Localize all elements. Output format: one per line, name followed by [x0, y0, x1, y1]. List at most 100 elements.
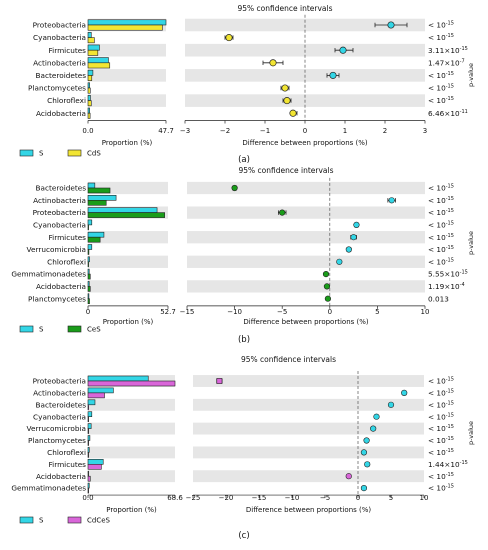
- p-value-base: < 10: [428, 208, 446, 217]
- p-value-text: < 10-15: [428, 389, 454, 398]
- p-value-exponent: -15: [446, 245, 454, 251]
- row-band: [88, 69, 166, 82]
- difference-tick-label: −20: [219, 494, 234, 502]
- difference-point: [387, 401, 395, 408]
- proportion-tick-label: 0.0: [82, 494, 93, 502]
- difference-point: [269, 59, 277, 67]
- p-value-exponent: -15: [446, 233, 454, 239]
- bar-S: [87, 423, 92, 429]
- difference-tick-label: −15: [180, 308, 195, 316]
- p-value-text: 5.55×10-15: [428, 270, 468, 279]
- difference-point: [289, 109, 297, 117]
- bar-S: [87, 387, 114, 394]
- p-value-base: 1.47×10: [428, 58, 460, 67]
- bar-CeS: [87, 187, 111, 194]
- difference-point: [401, 389, 408, 397]
- category-label: Planctomycetes: [28, 436, 86, 445]
- bar-CdS: [87, 100, 92, 107]
- p-value-text: < 10-15: [428, 448, 454, 457]
- bar-S: [87, 470, 89, 477]
- difference-point: [370, 425, 377, 432]
- difference-point: [279, 209, 286, 216]
- legend-swatch: [67, 149, 82, 157]
- proportion-tick-label: 52.7: [160, 308, 176, 316]
- category-label: Actinobacteria: [33, 389, 86, 398]
- p-value-text: < 10-15: [428, 245, 454, 254]
- bar-S: [87, 32, 92, 38]
- bar-S: [87, 482, 90, 489]
- category-label: Firmicutes: [49, 233, 87, 242]
- difference-point: [387, 21, 395, 29]
- difference-tick-label: 2: [383, 127, 387, 135]
- p-value-exponent: -15: [446, 436, 454, 442]
- panel-1: 95% confidence intervals Proteobacteria Cy…: [19, 4, 475, 165]
- bar-S: [87, 281, 90, 287]
- bar-CdS: [87, 87, 91, 94]
- category-label: Gemmatimonadetes: [11, 484, 86, 493]
- p-value-base: < 10: [428, 96, 446, 105]
- bar-CdS: [87, 24, 163, 31]
- p-value-exponent: -7: [460, 58, 465, 64]
- bar-CdCeS: [87, 463, 102, 470]
- difference-tick-label: −3: [180, 127, 190, 135]
- p-value-exponent: -15: [460, 270, 468, 276]
- p-value-base: < 10: [428, 84, 446, 93]
- row-band: [187, 231, 425, 244]
- proportion-tick-label: 68.6: [167, 494, 183, 502]
- p-value-exponent: -15: [446, 21, 454, 27]
- difference-point: [388, 197, 395, 204]
- p-value-text: < 10-15: [428, 196, 454, 205]
- difference-tick-label: −1: [260, 127, 270, 135]
- difference-axis-label: Difference between proportions (%): [246, 506, 372, 514]
- difference-point: [322, 271, 330, 278]
- row-band: [187, 181, 425, 195]
- p-value-text: < 10-15: [428, 184, 454, 193]
- p-value-text: < 10-15: [428, 400, 454, 409]
- difference-point: [283, 97, 291, 105]
- p-value-base: < 10: [428, 196, 446, 205]
- difference-point: [350, 234, 357, 241]
- p-value-base: < 10: [428, 400, 446, 409]
- p-value-exponent: -15: [446, 208, 454, 214]
- row-band: [193, 470, 424, 483]
- bar-S: [87, 375, 149, 382]
- category-label: Acidobacteria: [36, 109, 86, 118]
- row-band: [187, 280, 425, 293]
- p-value-exponent: -11: [460, 109, 468, 115]
- panel-label: (a): [238, 155, 250, 165]
- difference-point: [336, 258, 343, 265]
- bar-CdCeS: [87, 428, 89, 434]
- row-band: [193, 398, 424, 411]
- difference-point: [360, 449, 368, 456]
- legend-label: S: [39, 326, 44, 334]
- difference-tick-label: 5: [389, 494, 393, 502]
- p-value-text: < 10-15: [428, 96, 454, 105]
- p-value-exponent: -15: [446, 472, 454, 478]
- bar-CdS: [87, 75, 93, 81]
- p-value-base: < 10: [428, 221, 446, 230]
- category-label: Bacteroidetes: [36, 184, 87, 193]
- proportion-tick-label: 0.0: [82, 127, 93, 135]
- p-value-base: < 10: [428, 389, 446, 398]
- p-value-exponent: -15: [460, 46, 468, 52]
- category-label: Firmicutes: [49, 460, 87, 469]
- row-band: [88, 446, 175, 459]
- difference-point: [360, 485, 368, 492]
- p-value-text: < 10-15: [428, 33, 454, 42]
- p-value-base: < 10: [428, 257, 446, 266]
- p-value-text: < 10-15: [428, 424, 454, 433]
- row-band: [88, 231, 168, 244]
- bar-CeS: [87, 261, 89, 268]
- p-value-base: < 10: [428, 233, 446, 242]
- difference-tick-label: −5: [320, 494, 330, 502]
- p-value-text: 3.11×10-15: [428, 46, 468, 55]
- bar-CeS: [87, 249, 90, 255]
- bar-CeS: [87, 298, 90, 305]
- p-value-text: 1.44×10-15: [428, 460, 468, 469]
- bar-CeS: [87, 286, 91, 292]
- row-band: [88, 94, 166, 107]
- category-label: Planctomycetes: [28, 84, 86, 93]
- panel-2: 95% confidence intervals Bacteroidetes Act…: [11, 166, 475, 345]
- bar-S: [87, 399, 96, 406]
- bar-CeS: [87, 273, 91, 280]
